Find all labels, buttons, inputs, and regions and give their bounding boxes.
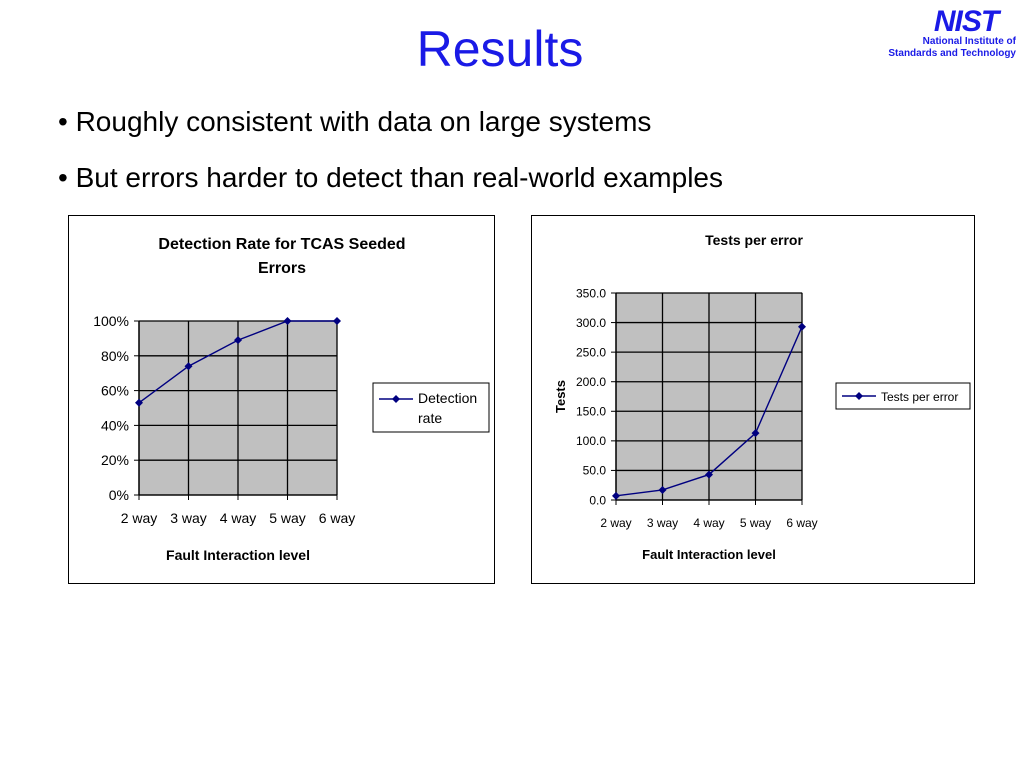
y-tick-label: 0.0 — [589, 493, 606, 507]
data-point — [234, 336, 242, 345]
x-tick-label: 5 way — [269, 510, 306, 526]
x-tick-label: 4 way — [220, 510, 257, 526]
tests-per-error-chart-svg: Tests per error 0.0 50.0 100.0 150.0 200.0 250… — [553, 232, 971, 562]
y-tick-label: 50.0 — [583, 464, 607, 478]
y-axis-label: Tests — [553, 380, 568, 413]
nist-logo: NIST National Institute of Standards and… — [888, 5, 1017, 59]
y-tick-label: 200.0 — [576, 375, 606, 389]
legend-marker — [392, 395, 400, 403]
tests-per-error-chart: Tests per error 0.0 50.0 100.0 150.0 200.0 250… — [531, 215, 975, 584]
x-tick-label: 3 way — [647, 516, 678, 530]
chart-title: Tests per error — [705, 232, 803, 248]
legend-box — [372, 382, 490, 433]
data-point — [705, 470, 713, 479]
data-point — [751, 429, 760, 438]
x-tick-label: 6 way — [319, 510, 356, 526]
y-tick-label: 350.0 — [576, 286, 606, 300]
y-tick-label: 100% — [93, 313, 129, 329]
y-tick-label: 20% — [101, 452, 129, 468]
x-tick-label: 2 way — [600, 516, 631, 530]
data-point — [658, 485, 667, 494]
data-point — [333, 317, 341, 325]
y-tick-label: 80% — [101, 348, 129, 364]
bullet-item: • Roughly consistent with data on large … — [58, 106, 652, 137]
slide-title: Results — [416, 21, 584, 77]
x-axis-label: Fault Interaction level — [642, 547, 776, 562]
x-tick-label: 5 way — [740, 516, 771, 530]
chart-title: Errors — [258, 260, 306, 277]
nist-logo-line2: Standards and Technology — [888, 48, 1016, 59]
data-point — [184, 362, 193, 371]
y-tick-label: 60% — [101, 383, 129, 399]
data-point — [135, 398, 143, 407]
y-tick-label: 100.0 — [576, 434, 606, 448]
y-tick-label: 150.0 — [576, 405, 606, 419]
detection-rate-chart: Detection Rate for TCAS Seeded Errors 0% 20… — [68, 215, 495, 584]
y-tick-label: 300.0 — [576, 316, 606, 330]
legend-label: Detection — [418, 390, 477, 406]
legend-label: Tests per error — [881, 390, 958, 404]
bullet-item: • But errors harder to detect than real-… — [58, 162, 723, 193]
x-axis-label: Fault Interaction level — [166, 547, 310, 563]
data-point — [798, 322, 806, 331]
detection-rate-chart-svg: Detection Rate for TCAS Seeded Errors 0% 20… — [93, 236, 490, 563]
y-tick-label: 0% — [109, 487, 129, 503]
x-tick-label: 2 way — [121, 510, 158, 526]
legend-marker — [855, 392, 863, 400]
y-tick-label: 40% — [101, 417, 129, 433]
x-tick-label: 4 way — [693, 516, 724, 530]
x-tick-label: 6 way — [786, 516, 817, 530]
data-point — [612, 491, 620, 500]
y-tick-label: 250.0 — [576, 345, 606, 359]
x-tick-label: 3 way — [170, 510, 207, 526]
nist-logo-mark: NIST — [934, 5, 1002, 38]
chart-title: Detection Rate for TCAS Seeded — [158, 236, 405, 253]
legend-label: rate — [418, 410, 442, 426]
data-point — [283, 317, 292, 325]
nist-logo-line1: National Institute of — [923, 36, 1017, 47]
